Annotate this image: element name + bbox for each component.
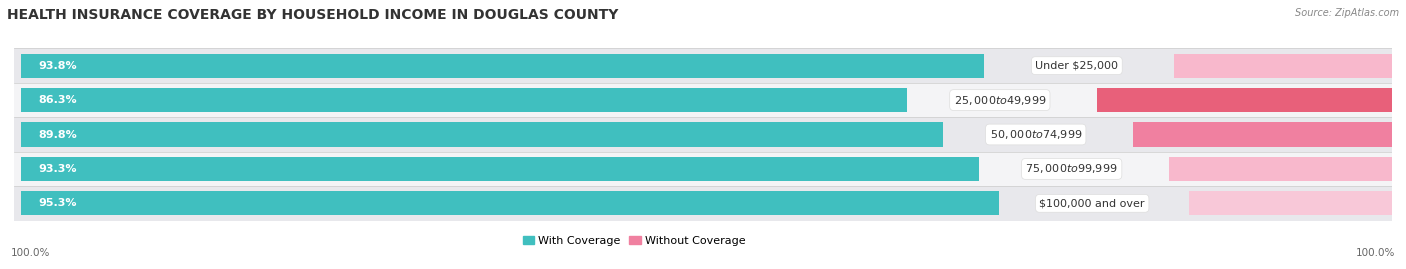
Text: 86.3%: 86.3% — [39, 95, 77, 105]
Text: 100.0%: 100.0% — [11, 248, 51, 258]
Text: 100.0%: 100.0% — [1355, 248, 1395, 258]
Text: 89.8%: 89.8% — [39, 129, 77, 140]
FancyBboxPatch shape — [14, 186, 1392, 221]
FancyBboxPatch shape — [14, 152, 1392, 186]
Text: 93.8%: 93.8% — [39, 61, 77, 71]
Text: Under $25,000: Under $25,000 — [1035, 61, 1118, 71]
Bar — [21, 88, 907, 112]
Text: $75,000 to $99,999: $75,000 to $99,999 — [1025, 162, 1118, 175]
Text: $25,000 to $49,999: $25,000 to $49,999 — [953, 94, 1046, 107]
FancyBboxPatch shape — [14, 83, 1392, 117]
Text: HEALTH INSURANCE COVERAGE BY HOUSEHOLD INCOME IN DOUGLAS COUNTY: HEALTH INSURANCE COVERAGE BY HOUSEHOLD I… — [7, 8, 619, 22]
Bar — [1174, 54, 1406, 78]
Bar — [1189, 191, 1406, 215]
Bar — [21, 157, 979, 181]
Text: $50,000 to $74,999: $50,000 to $74,999 — [990, 128, 1083, 141]
Bar — [21, 122, 943, 147]
Text: Source: ZipAtlas.com: Source: ZipAtlas.com — [1295, 8, 1399, 18]
Text: $100,000 and over: $100,000 and over — [1039, 198, 1144, 208]
FancyBboxPatch shape — [14, 117, 1392, 152]
Text: 93.3%: 93.3% — [39, 164, 77, 174]
Bar — [1133, 122, 1406, 147]
Text: 95.3%: 95.3% — [39, 198, 77, 208]
FancyBboxPatch shape — [14, 48, 1392, 83]
Bar — [1168, 157, 1406, 181]
Bar — [21, 54, 984, 78]
Legend: With Coverage, Without Coverage: With Coverage, Without Coverage — [523, 236, 745, 246]
Bar — [21, 191, 1000, 215]
Bar — [1097, 88, 1406, 112]
